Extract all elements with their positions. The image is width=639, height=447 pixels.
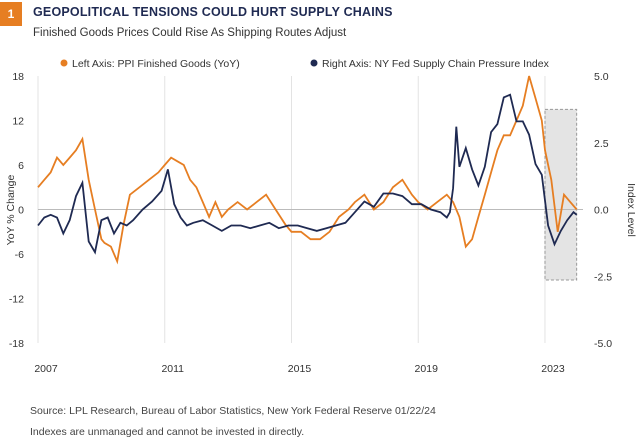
left-axis-ticks: 18 12 6 0 -6 -12 -18 — [9, 71, 24, 350]
left-tick-label: -18 — [9, 338, 24, 350]
x-tick-label: 2023 — [541, 363, 565, 375]
left-tick-label: 6 — [18, 160, 24, 172]
legend: Left Axis: PPI Finished Goods (YoY) Righ… — [60, 58, 550, 70]
right-tick-label: 0.0 — [594, 205, 609, 217]
legend-marker-gscpi — [310, 59, 318, 67]
source-note: Source: LPL Research, Bureau of Labor St… — [30, 405, 436, 417]
right-tick-label: 5.0 — [594, 71, 609, 83]
chart-svg: Left Axis: PPI Finished Goods (YoY) Righ… — [5, 58, 637, 375]
right-tick-label: -2.5 — [594, 271, 612, 283]
disclaimer-note: Indexes are unmanaged and cannot be inve… — [30, 426, 305, 438]
left-tick-label: -6 — [15, 249, 24, 261]
x-axis-ticks: 2007 2011 2015 2019 2023 — [34, 363, 564, 375]
x-tick-label: 2019 — [415, 363, 439, 375]
x-tick-label: 2011 — [161, 363, 184, 375]
right-axis-title: Index Level — [625, 183, 637, 237]
series-line-ppi — [37, 75, 578, 265]
x-tick-label: 2007 — [34, 363, 58, 375]
right-tick-label: -5.0 — [594, 338, 612, 350]
legend-label-ppi: Left Axis: PPI Finished Goods (YoY) — [72, 58, 240, 70]
left-axis-title: YoY % Change — [5, 175, 17, 246]
right-axis-ticks: 5.0 2.5 0.0 -2.5 -5.0 — [594, 71, 612, 350]
chart-number-badge: 1 — [0, 2, 22, 26]
left-tick-label: 12 — [12, 116, 24, 128]
left-tick-label: 18 — [12, 71, 24, 83]
left-tick-label: 0 — [18, 205, 24, 217]
x-tick-label: 2015 — [288, 363, 312, 375]
legend-label-gscpi: Right Axis: NY Fed Supply Chain Pressure… — [322, 58, 550, 70]
chart-title: GEOPOLITICAL TENSIONS COULD HURT SUPPLY … — [33, 5, 393, 19]
right-tick-label: 2.5 — [594, 138, 609, 150]
series-line-gscpi — [37, 93, 578, 255]
chart-subtitle: Finished Goods Prices Could Rise As Ship… — [33, 27, 347, 39]
left-tick-label: -12 — [9, 294, 24, 306]
highlight-region — [544, 108, 578, 281]
legend-marker-ppi — [60, 59, 68, 67]
